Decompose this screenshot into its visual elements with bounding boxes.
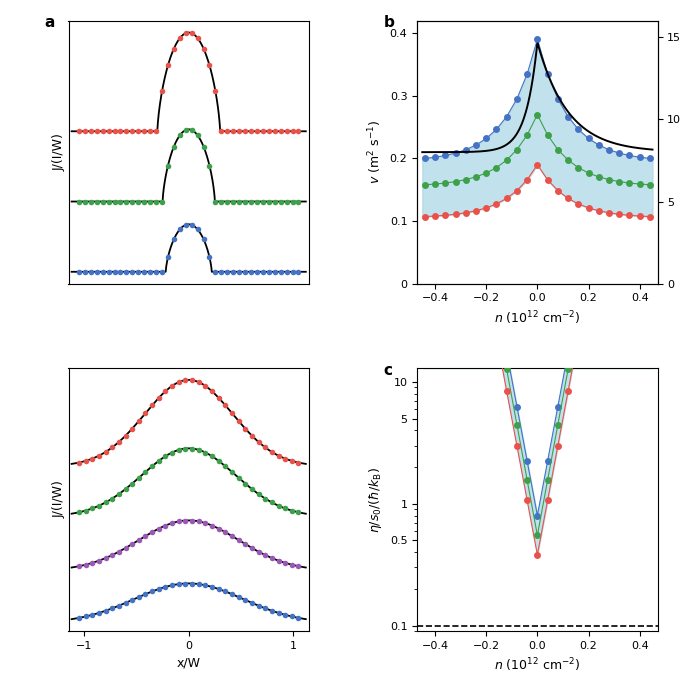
Text: c: c [384, 363, 393, 378]
Y-axis label: J/(I/W): J/(I/W) [53, 133, 66, 171]
X-axis label: $n$ (10$^{12}$ cm$^{-2}$): $n$ (10$^{12}$ cm$^{-2}$) [494, 657, 581, 674]
Text: a: a [45, 15, 55, 30]
Y-axis label: $\tau_1/\tau_n$: $\tau_1/\tau_n$ [683, 136, 685, 168]
X-axis label: x/W: x/W [177, 657, 201, 670]
Y-axis label: J/(I/W): J/(I/W) [53, 481, 66, 519]
Y-axis label: $v$ (m$^2$ s$^{-1}$): $v$ (m$^2$ s$^{-1}$) [366, 120, 384, 185]
X-axis label: $n$ (10$^{12}$ cm$^{-2}$): $n$ (10$^{12}$ cm$^{-2}$) [494, 309, 581, 327]
Y-axis label: $\eta/s_0/(\hbar/k_\mathrm{B})$: $\eta/s_0/(\hbar/k_\mathrm{B})$ [367, 466, 384, 532]
Text: b: b [384, 15, 395, 30]
